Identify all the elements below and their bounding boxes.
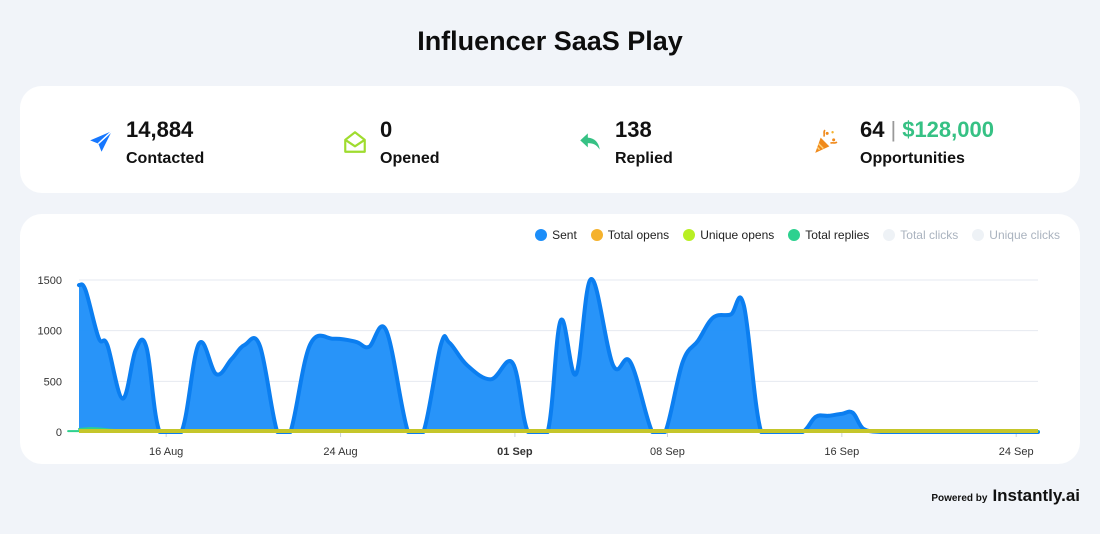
series-unique-opens-baseline [79, 429, 1038, 433]
page-title: Influencer SaaS Play [417, 26, 683, 56]
stat-label: Contacted [126, 150, 205, 167]
legend-label: Total opens [607, 228, 670, 242]
x-tick-label: 24 Aug [323, 446, 357, 458]
value-separator: | [890, 117, 897, 142]
stats-card: 14,884 Contacted 0 Opened 138 Replied 64… [20, 86, 1080, 193]
legend-label: Total replies [805, 228, 870, 242]
brand-logo[interactable]: Instantly.ai [992, 486, 1080, 505]
legend-item-total-clicks[interactable]: Total clicks [883, 228, 958, 242]
legend-item-unique-clicks[interactable]: Unique clicks [972, 228, 1060, 242]
legend-dot [590, 229, 603, 241]
stat-label: Opportunities [860, 150, 965, 167]
legend-dot [535, 229, 548, 241]
stat-value: 0 [380, 117, 393, 142]
powered-by-label: Powered by [931, 493, 988, 504]
x-tick-label: 01 Sep [497, 446, 533, 458]
series-sent-area [79, 278, 1038, 432]
y-tick-label: 1500 [38, 275, 62, 287]
legend-item-total-replies[interactable]: Total replies [788, 228, 869, 242]
y-tick-label: 0 [56, 427, 62, 439]
legend-dot [683, 229, 696, 241]
stat-value: 14,884 [126, 117, 194, 142]
area-chart: 0 500 1000 1500 16 Aug 24 Aug 01 Sep 08 Sep 16 S… [38, 275, 1040, 458]
opportunities-amount: $128,000 [902, 117, 994, 142]
stat-label: Opened [380, 150, 440, 167]
legend-label: Total clicks [900, 228, 959, 242]
y-tick-label: 500 [44, 376, 62, 388]
stat-label: Replied [615, 150, 673, 167]
y-tick-label: 1000 [38, 326, 62, 338]
reply-arrow-icon [580, 133, 600, 150]
legend-label: Unique clicks [989, 228, 1060, 242]
legend-item-sent[interactable]: Sent [535, 228, 577, 242]
chart-legend: Sent Total opens Unique opens Total replies… [535, 228, 1060, 242]
stat-value: 138 [615, 117, 652, 142]
legend-dot [788, 229, 801, 241]
legend-dot [883, 229, 896, 241]
x-tick-label: 08 Sep [650, 446, 685, 458]
x-tick-label: 16 Aug [149, 446, 183, 458]
paper-plane-icon [90, 130, 113, 152]
legend-label: Sent [552, 228, 577, 242]
party-popper-icon [815, 129, 838, 153]
powered-by: Powered by Instantly.ai [931, 486, 1080, 506]
stat-value: 64 | $128,000 [860, 117, 994, 143]
legend-item-unique-opens[interactable]: Unique opens [683, 228, 774, 242]
legend-label: Unique opens [700, 228, 775, 242]
chart-card: Sent Total opens Unique opens Total replies… [20, 214, 1080, 464]
opportunities-count: 64 [860, 117, 885, 142]
x-tick-label: 16 Sep [824, 446, 859, 458]
open-envelope-icon [344, 131, 366, 153]
x-tick-label: 24 Sep [999, 446, 1034, 458]
legend-dot [972, 229, 985, 241]
legend-item-total-opens[interactable]: Total opens [590, 228, 670, 242]
